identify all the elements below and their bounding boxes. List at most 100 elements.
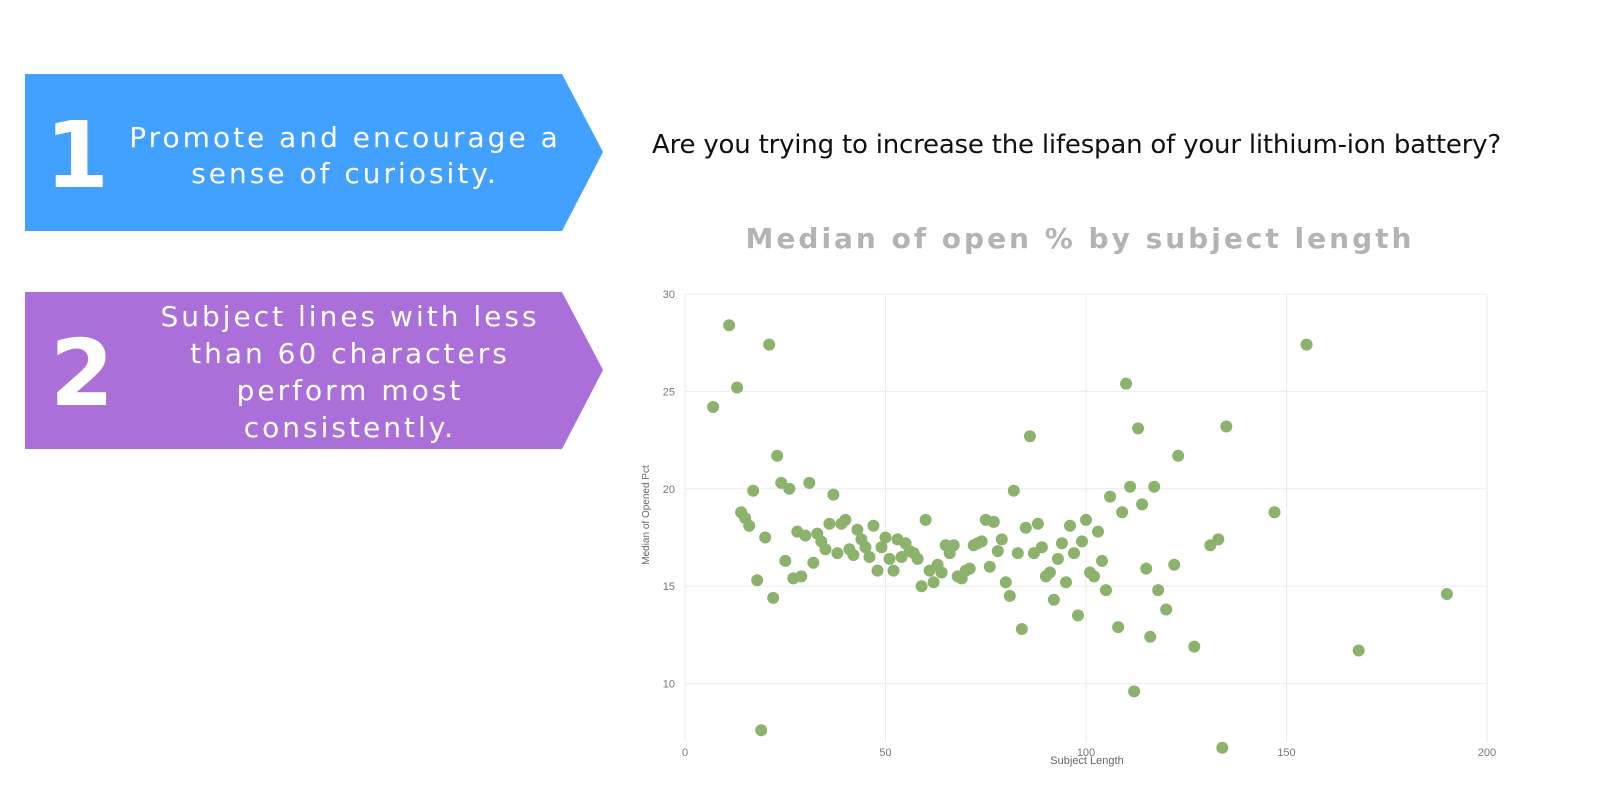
- scatter-point: [847, 549, 860, 561]
- scatter-point: [1148, 480, 1161, 493]
- scatter-point: [1136, 498, 1149, 511]
- scatter-point: [1104, 490, 1117, 503]
- x-tick-label: 0: [682, 747, 688, 759]
- scatter-point: [1268, 506, 1281, 519]
- scatter-point: [911, 552, 924, 565]
- scatter-point: [947, 539, 960, 552]
- scatter-point: [1092, 525, 1104, 538]
- scatter-point: [1076, 535, 1088, 548]
- scatter-point: [803, 476, 816, 489]
- y-tick-label: 25: [663, 386, 675, 398]
- scatter-point: [867, 519, 880, 532]
- banner-1-text: Promote and encourage a sense of curiosi…: [129, 121, 561, 190]
- scatter-point: [1019, 521, 1032, 534]
- scatter-point: [1088, 570, 1100, 583]
- scatter-point: [819, 543, 832, 556]
- scatter-point: [1116, 506, 1129, 519]
- scatter-point: [1007, 484, 1020, 497]
- data-points: [707, 319, 1453, 754]
- tick-labels: 10 15 20 25 30 0 50 100 150 200: [663, 289, 1496, 759]
- banner-2-arrow: [25, 292, 603, 449]
- scatter-point: [1152, 584, 1165, 597]
- scatter-point: [935, 566, 948, 579]
- scatter-point: [831, 547, 844, 560]
- scatter-point: [1220, 420, 1233, 433]
- scatter-point: [755, 724, 768, 737]
- scatter-point: [1124, 480, 1137, 493]
- scatter-point: [851, 523, 864, 536]
- scatter-point: [771, 449, 784, 462]
- scatter-point: [839, 513, 852, 526]
- scatter-point: [1023, 430, 1036, 443]
- scatter-point: [1188, 640, 1201, 653]
- x-tick-label: 100: [1077, 747, 1095, 759]
- scatter-point: [863, 551, 876, 563]
- scatter-point: [1160, 603, 1173, 616]
- scatter-point: [759, 531, 772, 544]
- scatter-point: [1352, 644, 1365, 657]
- banner-2-text: Subject lines with less than 60 characte…: [160, 300, 540, 444]
- scatter-point: [1015, 623, 1028, 635]
- scatter-point: [823, 517, 836, 530]
- scatter-point: [1132, 422, 1145, 435]
- scatter-point: [827, 488, 840, 501]
- scatter-point: [879, 531, 892, 544]
- x-tick-label: 200: [1478, 747, 1496, 759]
- scatter-point: [795, 570, 808, 583]
- banner-1-arrow: [25, 74, 603, 231]
- scatter-point: [963, 562, 976, 575]
- banner-2-number: 2: [50, 320, 115, 427]
- scatter-point: [999, 576, 1012, 589]
- scatter-point: [1096, 554, 1108, 567]
- y-tick-label: 15: [663, 581, 675, 593]
- scatter-point: [859, 541, 872, 554]
- scatter-point: [807, 556, 820, 569]
- scatter-point: [1080, 513, 1092, 526]
- scatter-point: [991, 545, 1004, 558]
- banner-1-shape: [25, 74, 603, 231]
- scatter-point: [799, 529, 812, 542]
- scatter-point: [1100, 584, 1112, 597]
- scatter-point: [927, 576, 940, 589]
- scatter-point: [883, 552, 896, 565]
- scatter-point: [1216, 741, 1229, 754]
- scatter-point: [975, 535, 988, 548]
- x-tick-label: 150: [1277, 747, 1295, 759]
- scatter-point: [1047, 593, 1060, 606]
- banner-1-number: 1: [45, 102, 110, 209]
- scatter-point: [1144, 630, 1157, 643]
- scatter-point: [1172, 449, 1185, 462]
- scatter-point: [1060, 576, 1072, 589]
- scatter-point: [1003, 589, 1016, 602]
- x-tick-label: 50: [879, 747, 891, 759]
- scatter-point: [751, 574, 764, 587]
- scatter-point: [763, 338, 776, 351]
- scatter-point: [1011, 547, 1024, 560]
- scatter-point: [747, 484, 760, 497]
- scatter-point: [987, 515, 1000, 528]
- question-text: Are you trying to increase the lifespan …: [652, 130, 1501, 160]
- scatter-point: [915, 580, 928, 593]
- scatter-point: [919, 513, 932, 526]
- scatter-point: [1128, 685, 1141, 698]
- y-tick-label: 30: [663, 289, 675, 301]
- banner-2-shape: [25, 292, 603, 449]
- scatter-point: [1120, 377, 1133, 390]
- scatter-point: [1072, 609, 1084, 622]
- scatter-point: [1168, 558, 1181, 571]
- scatter-point: [1212, 533, 1225, 546]
- y-tick-label: 10: [663, 679, 675, 691]
- scatter-point: [731, 381, 744, 394]
- scatter-point: [871, 564, 884, 577]
- tip-banner-1: 1 Promote and encourage a sense of curio…: [25, 74, 605, 231]
- scatter-point: [1055, 537, 1068, 550]
- scatter-point: [707, 401, 720, 413]
- scatter-point: [743, 519, 756, 532]
- scatter-point: [1035, 541, 1048, 554]
- scatter-point: [983, 560, 996, 573]
- scatter-point: [1440, 588, 1453, 600]
- scatter-point: [783, 482, 796, 495]
- scatter-point: [875, 541, 888, 554]
- chart-title: Median of open % by subject length: [745, 222, 1415, 255]
- scatter-point: [887, 564, 900, 577]
